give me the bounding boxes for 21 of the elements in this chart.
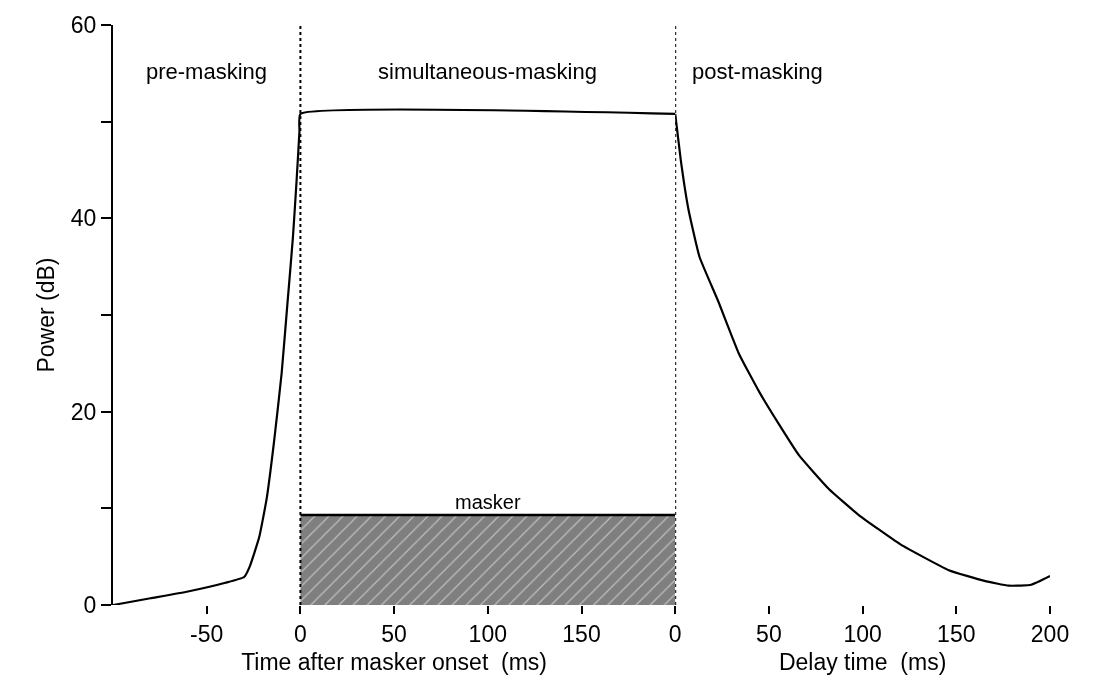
x-tick-label: 50 [756, 620, 782, 647]
x-tick-label: 0 [294, 620, 307, 647]
x-axis-title: Time after masker onset (ms) [241, 649, 548, 676]
x-tick-label: 100 [468, 620, 507, 647]
x-tick-label: 100 [843, 620, 882, 647]
y-tick-label: 20 [70, 398, 97, 425]
annotation: simultaneous-masking [378, 59, 597, 84]
y-tick-label: 60 [70, 12, 97, 39]
x-tick-label: 200 [1030, 620, 1070, 647]
x-tick-label: 150 [937, 620, 976, 647]
y-tick-label: 40 [70, 205, 97, 232]
series-label: masker [455, 491, 521, 513]
annotation: post-masking [692, 59, 823, 84]
x-tick-label: 50 [381, 620, 407, 647]
x-axis-title: Delay time (ms) [778, 649, 947, 676]
x-tick-label: -50 [190, 620, 224, 647]
y-axis-title: Power (dB) [32, 257, 59, 373]
annotation: pre-masking [146, 59, 268, 84]
x-tick-label: 150 [562, 620, 601, 647]
y-tick-label: 0 [83, 592, 97, 619]
x-tick-label: 0 [668, 620, 682, 647]
